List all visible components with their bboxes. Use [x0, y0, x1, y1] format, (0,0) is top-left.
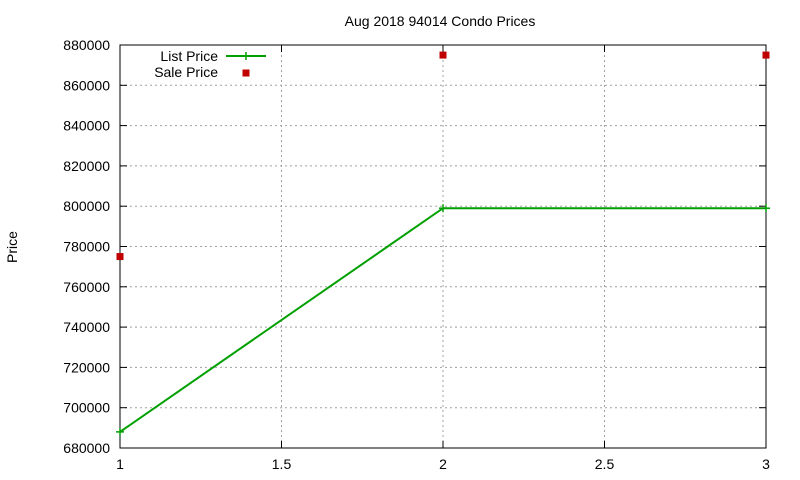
y-tick-label: 760000: [63, 279, 110, 295]
legend-label-sale-price: Sale Price: [154, 64, 218, 80]
x-tick-label: 1.5: [272, 456, 292, 472]
y-tick-label: 720000: [63, 359, 110, 375]
legend-marker-list-price: [242, 52, 250, 60]
legend-marker-sale-price: [242, 69, 250, 77]
legend-label-list-price: List Price: [160, 48, 218, 64]
sale-price-point: [439, 51, 447, 59]
y-tick-label: 700000: [63, 400, 110, 416]
chart-title: Aug 2018 94014 Condo Prices: [345, 13, 536, 29]
x-tick-label: 2: [439, 456, 447, 472]
list-price-point: [762, 204, 770, 213]
y-tick-label: 800000: [63, 198, 110, 214]
grid-lines: [120, 45, 766, 448]
y-tick-label: 820000: [63, 158, 110, 174]
list-price-point: [116, 427, 124, 436]
sale-price-point: [116, 253, 124, 261]
sale-price-point: [762, 51, 770, 59]
y-tick-label: 880000: [63, 37, 110, 53]
data-series: [116, 51, 770, 436]
axis-ticks: 680000 700000 720000 740000 760000 780000 8000…: [63, 37, 770, 472]
list-price-point: [439, 204, 447, 213]
y-tick-label: 740000: [63, 319, 110, 335]
x-tick-label: 1: [116, 456, 124, 472]
y-tick-label: 860000: [63, 77, 110, 93]
y-axis-title: Price: [4, 231, 20, 263]
y-tick-label: 780000: [63, 239, 110, 255]
x-tick-label: 3: [762, 456, 770, 472]
y-tick-label: 840000: [63, 118, 110, 134]
x-tick-label: 2.5: [595, 456, 615, 472]
y-tick-label: 680000: [63, 440, 110, 456]
